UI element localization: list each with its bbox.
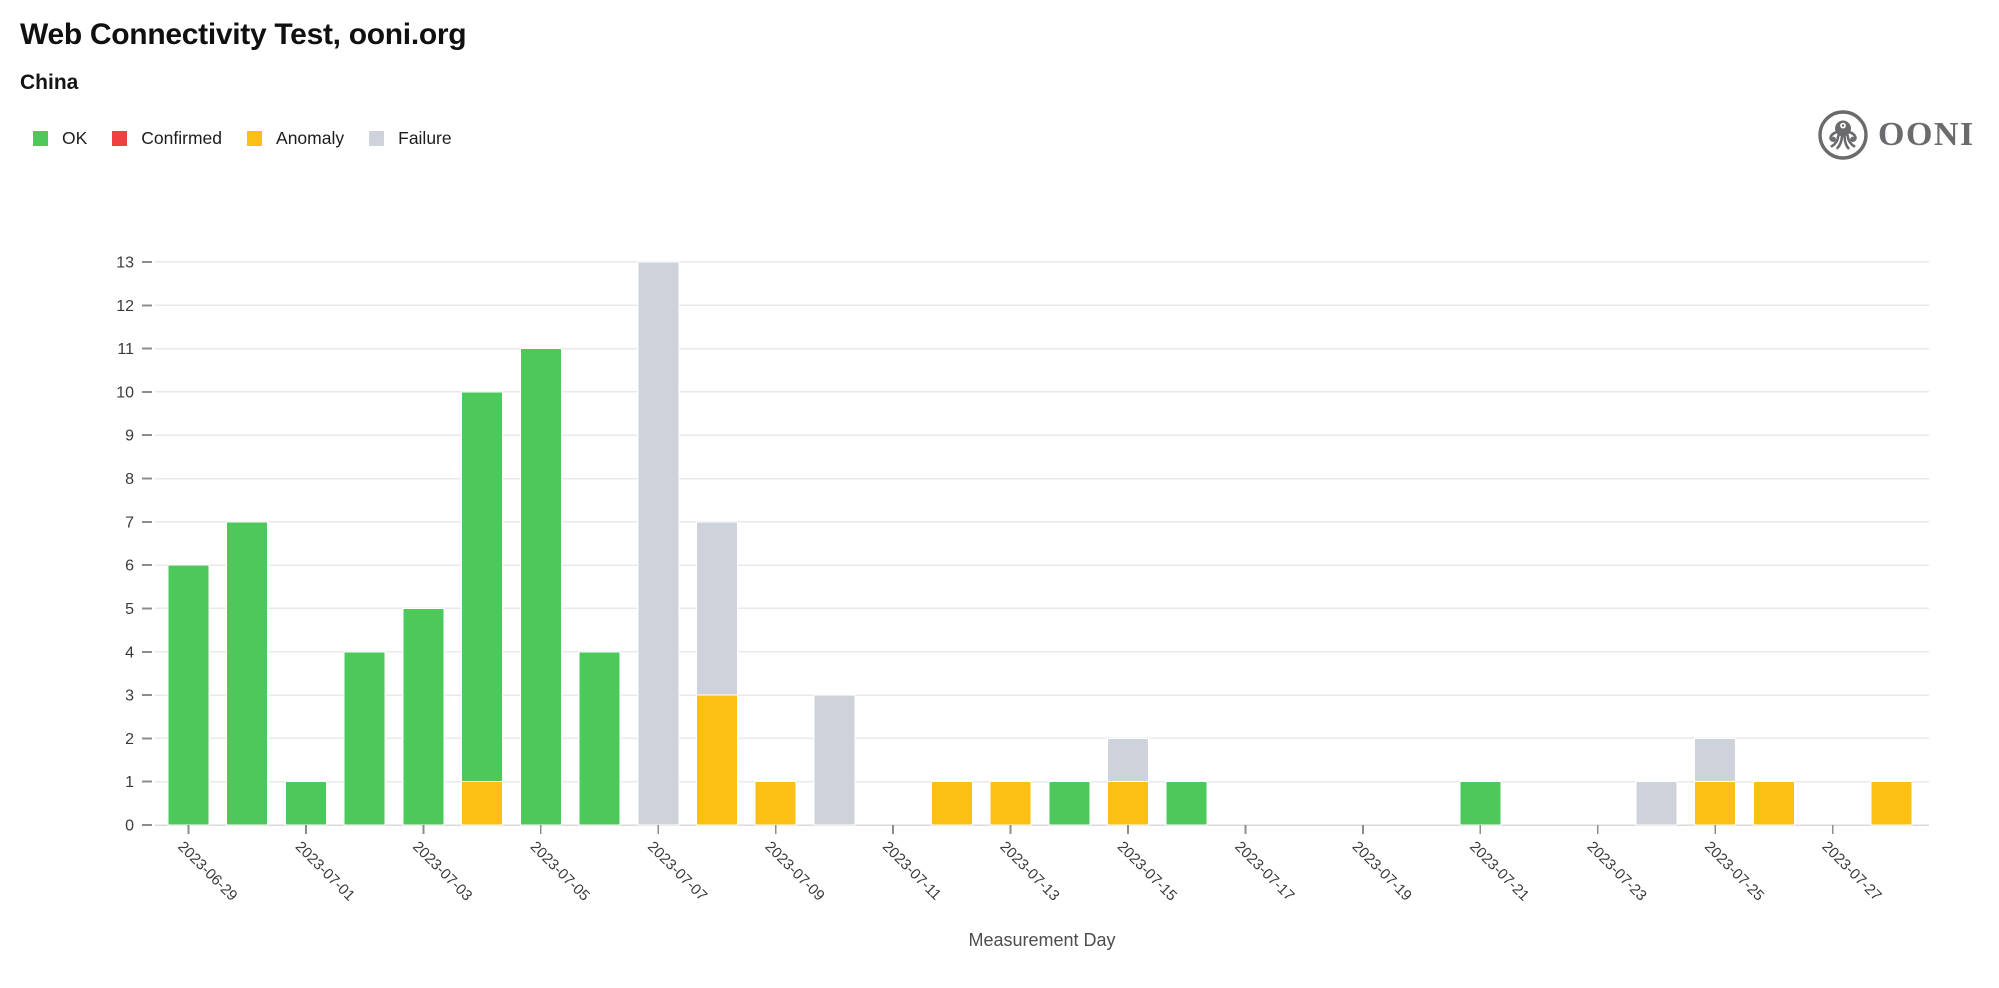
ooni-octopus-icon — [1818, 110, 1868, 160]
page-title: Web Connectivity Test, ooni.org — [20, 18, 467, 51]
x-axis: 2023-06-29 2023-07-01 2023-07-03 2023-07-05… — [174, 825, 1885, 904]
bar-segment-anomaly-2023-07-13[interactable] — [989, 781, 1032, 826]
bar-segment-ok-2023-07-16[interactable] — [1165, 781, 1208, 826]
y-tick-label: 10 — [116, 384, 134, 401]
legend-label-failure: Failure — [398, 128, 452, 148]
gridlines — [155, 261, 1929, 826]
bar-segment-anomaly-2023-07-12[interactable] — [930, 781, 973, 826]
y-tick-label: 0 — [125, 818, 134, 835]
x-tick-label: 2023-07-19 — [1349, 838, 1415, 904]
y-tick-label: 4 — [125, 644, 134, 661]
y-tick-label: 13 — [116, 254, 134, 271]
legend-swatch-anomaly — [247, 131, 263, 146]
bar-segment-anomaly-2023-07-28[interactable] — [1870, 781, 1913, 826]
x-tick-label: 2023-07-21 — [1466, 838, 1532, 904]
legend-label-ok: OK — [62, 128, 88, 148]
legend-label-anomaly: Anomaly — [276, 128, 345, 148]
y-tick-label: 8 — [125, 471, 134, 488]
legend-item-confirmed: Confirmed — [112, 128, 222, 149]
bar-segment-ok-2023-06-29[interactable] — [167, 564, 210, 826]
x-tick-label: 2023-07-17 — [1231, 838, 1297, 904]
x-tick-label: 2023-07-07 — [644, 838, 710, 904]
x-tick-label: 2023-07-15 — [1114, 838, 1180, 904]
x-tick-label: 2023-07-03 — [409, 838, 475, 904]
ooni-logo-text: OONI — [1878, 116, 1975, 153]
bar-segment-ok-2023-07-01[interactable] — [284, 781, 327, 826]
bar-segment-ok-2023-07-06[interactable] — [578, 651, 621, 826]
bar-segment-ok-2023-07-03[interactable] — [402, 607, 445, 826]
bar-segment-failure-2023-07-08[interactable] — [695, 521, 738, 696]
legend-swatch-ok — [33, 131, 48, 146]
legend-swatch-failure — [369, 131, 385, 146]
bar-segment-failure-2023-07-25[interactable] — [1694, 737, 1737, 783]
bar-segment-anomaly-2023-07-08[interactable] — [695, 694, 738, 826]
x-tick-label: 2023-07-09 — [762, 838, 828, 904]
x-axis-title: Measurement Day — [968, 930, 1115, 950]
page-subtitle: China — [20, 71, 79, 94]
x-tick-label: 2023-07-11 — [879, 838, 944, 903]
x-tick-label: 2023-07-05 — [527, 838, 593, 904]
bar-segment-ok-2023-07-04[interactable] — [461, 391, 504, 783]
y-tick-label: 12 — [116, 298, 134, 315]
y-tick-label: 7 — [125, 514, 134, 531]
bar-segment-ok-2023-07-14[interactable] — [1048, 781, 1091, 826]
bars — [167, 261, 1913, 826]
bar-segment-failure-2023-07-10[interactable] — [813, 694, 856, 826]
x-tick-label: 2023-07-13 — [996, 838, 1062, 904]
bar-segment-failure-2023-07-24[interactable] — [1635, 781, 1678, 826]
x-tick-label: 2023-06-29 — [174, 838, 240, 904]
bar-segment-ok-2023-07-21[interactable] — [1459, 781, 1502, 826]
legend-item-anomaly: Anomaly — [247, 128, 344, 149]
legend-label-confirmed: Confirmed — [141, 128, 223, 148]
bar-segment-anomaly-2023-07-25[interactable] — [1694, 781, 1737, 826]
bar-segment-failure-2023-07-07[interactable] — [637, 261, 680, 826]
y-tick-label: 3 — [125, 688, 134, 705]
bar-segment-ok-2023-07-02[interactable] — [343, 651, 386, 826]
y-tick-label: 6 — [125, 558, 134, 575]
legend-item-ok: OK — [33, 128, 87, 149]
x-tick-label: 2023-07-01 — [292, 838, 358, 904]
chart-legend: OK Confirmed Anomaly Failure — [33, 128, 452, 149]
y-tick-label: 5 — [125, 601, 134, 618]
x-tick-label: 2023-07-23 — [1584, 838, 1650, 904]
x-tick-label: 2023-07-25 — [1701, 838, 1767, 904]
bar-segment-anomaly-2023-07-26[interactable] — [1752, 781, 1795, 826]
bar-segment-ok-2023-06-30[interactable] — [226, 521, 269, 826]
bar-segment-anomaly-2023-07-09[interactable] — [754, 781, 797, 826]
bar-segment-failure-2023-07-15[interactable] — [1107, 737, 1150, 783]
legend-item-failure: Failure — [369, 128, 452, 149]
legend-swatch-confirmed — [112, 131, 128, 146]
y-tick-label: 9 — [125, 428, 134, 445]
y-tick-label: 11 — [117, 341, 134, 358]
bar-segment-anomaly-2023-07-15[interactable] — [1107, 781, 1150, 826]
bar-segment-ok-2023-07-05[interactable] — [519, 348, 562, 826]
ooni-logo[interactable]: OONI — [1816, 108, 1975, 162]
y-tick-label: 1 — [125, 774, 134, 791]
x-tick-label: 2023-07-27 — [1818, 838, 1884, 904]
y-tick-label: 2 — [125, 731, 134, 748]
bar-segment-anomaly-2023-07-04[interactable] — [461, 781, 504, 826]
